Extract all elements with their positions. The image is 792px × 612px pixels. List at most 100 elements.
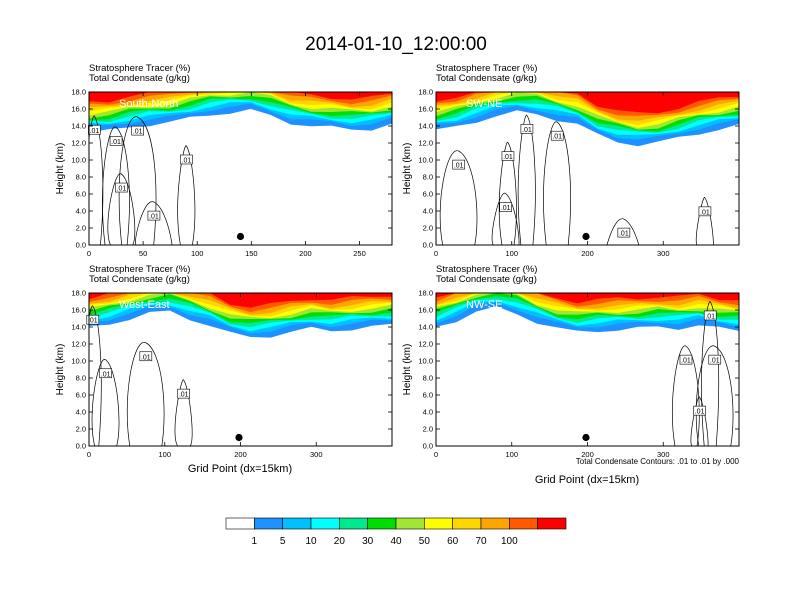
region-label: NW-SE	[466, 299, 502, 311]
x-tick-label: 300	[657, 249, 670, 258]
contour-label: .01	[177, 388, 190, 399]
panel-west-east: Stratosphere Tracer (%)Total Condensate …	[55, 264, 393, 459]
y-tick-label: 18.0	[71, 88, 86, 97]
x-tick-label: 100	[505, 249, 518, 258]
x-tick-label: 50	[139, 249, 147, 258]
contour-label-text: .01	[501, 205, 511, 212]
contour-label-text: .01	[117, 186, 127, 193]
y-tick-label: 18.0	[71, 289, 86, 298]
contour-label: .01	[501, 151, 515, 161]
contour-label-text: .01	[681, 358, 691, 365]
panel-sw-ne: Stratosphere Tracer (%)Total Condensate …	[402, 63, 740, 258]
x-tick-label: 0	[434, 249, 438, 258]
panel-nw-se: Stratosphere Tracer (%)Total Condensate …	[402, 264, 740, 459]
contour-line	[439, 150, 478, 245]
panel-header-line1: Stratosphere Tracer (%)	[436, 63, 537, 74]
colorbar-label: 50	[419, 536, 431, 547]
contour-label: .01	[693, 405, 706, 416]
colorbar-swatch	[452, 517, 482, 530]
contour-label: .01	[499, 202, 512, 212]
tracer-band-10	[89, 92, 392, 103]
colorbar-swatch	[254, 517, 283, 530]
y-tick-label: 0.0	[76, 241, 86, 250]
colorbar: 1 5 10 20 30 40 50 60 70 100	[225, 517, 567, 547]
x-tick-label: 300	[657, 450, 670, 459]
contour-label: .01	[99, 368, 112, 378]
x-tick-label: 250	[353, 249, 366, 258]
contour-label-text: .01	[182, 158, 192, 165]
y-tick-label: 6.0	[76, 190, 86, 199]
x-tick-label: 150	[245, 249, 258, 258]
region-label: South-North	[119, 98, 178, 110]
colorbar-swatch	[367, 517, 397, 530]
colorbar-swatch	[395, 517, 425, 530]
contour-label: .01	[617, 227, 631, 238]
y-tick-label: 16.0	[418, 306, 433, 315]
x-tick-label: 200	[234, 450, 247, 459]
y-tick-label: 2.0	[423, 224, 433, 233]
x-axis-label-nw-se: Grid Point (dx=15km)	[535, 474, 639, 486]
y-tick-label: 14.0	[418, 122, 433, 131]
contour-label-text: .01	[454, 163, 464, 170]
colorbar-label: 100	[501, 536, 518, 547]
y-tick-label: 4.0	[76, 408, 86, 417]
x-tick-label: 200	[299, 249, 312, 258]
contour-label: .01	[520, 124, 534, 134]
panel-header-line1: Stratosphere Tracer (%)	[436, 264, 537, 275]
y-tick-label: 0.0	[76, 442, 86, 451]
contour-label: .01	[88, 124, 101, 135]
y-tick-label: 14.0	[71, 122, 86, 131]
x-tick-label: 200	[581, 450, 594, 459]
y-tick-label: 12.0	[418, 340, 433, 349]
region-label: SW-NE	[466, 98, 502, 110]
contour-label: .01	[139, 351, 153, 361]
contour-label-text: .01	[88, 318, 98, 325]
tracer-field	[89, 92, 392, 133]
location-marker	[582, 232, 590, 241]
contour-line	[126, 342, 165, 446]
panel-south-north: Stratosphere Tracer (%)Total Condensate …	[55, 63, 393, 258]
location-marker	[236, 232, 245, 241]
panel-header-line2: Total Condensate (g/kg)	[89, 274, 190, 285]
contour-line	[177, 145, 196, 245]
colorbar-label: 10	[305, 536, 317, 547]
colorbar-swatch	[480, 517, 510, 530]
contour-label-text: .01	[619, 231, 629, 238]
contour-label: .01	[452, 159, 466, 170]
x-tick-label: 0	[434, 450, 438, 459]
contour-line	[91, 359, 120, 446]
contour-label-text: .01	[710, 358, 720, 365]
tracer-band-10	[436, 92, 739, 114]
contour-line	[606, 218, 641, 245]
location-marker	[582, 433, 590, 442]
y-tick-label: 6.0	[423, 190, 433, 199]
y-tick-label: 14.0	[71, 323, 86, 332]
figure-title: 2014-01-10_12:00:00	[305, 34, 487, 55]
colorbar-label: 1	[252, 536, 258, 547]
contour-line	[543, 121, 571, 245]
colorbar-label: 70	[475, 536, 487, 547]
colorbar-label: 60	[447, 536, 459, 547]
panel-header-line1: Stratosphere Tracer (%)	[89, 63, 190, 74]
contour-label-text: .01	[111, 139, 121, 146]
y-tick-label: 16.0	[71, 306, 86, 315]
panels: Stratosphere Tracer (%) Total Condensate …	[55, 63, 740, 459]
x-tick-label: 100	[505, 450, 518, 459]
y-axis-label: Height (km)	[402, 344, 413, 396]
contour-label-text: .01	[133, 129, 143, 136]
colorbar-swatch	[282, 517, 312, 530]
contour-label: .01	[698, 206, 712, 216]
y-tick-label: 6.0	[423, 391, 433, 400]
y-tick-label: 16.0	[71, 105, 86, 114]
contour-label: .01	[115, 182, 128, 193]
contour-label: .01	[550, 130, 564, 141]
contour-line	[107, 173, 136, 245]
contour-line	[102, 126, 130, 245]
y-tick-label: 0.0	[423, 241, 433, 250]
contour-line	[517, 114, 536, 245]
y-tick-label: 10.0	[71, 357, 86, 366]
y-tick-label: 4.0	[423, 207, 433, 216]
y-tick-label: 10.0	[71, 156, 86, 165]
x-tick-label: 0	[87, 450, 91, 459]
